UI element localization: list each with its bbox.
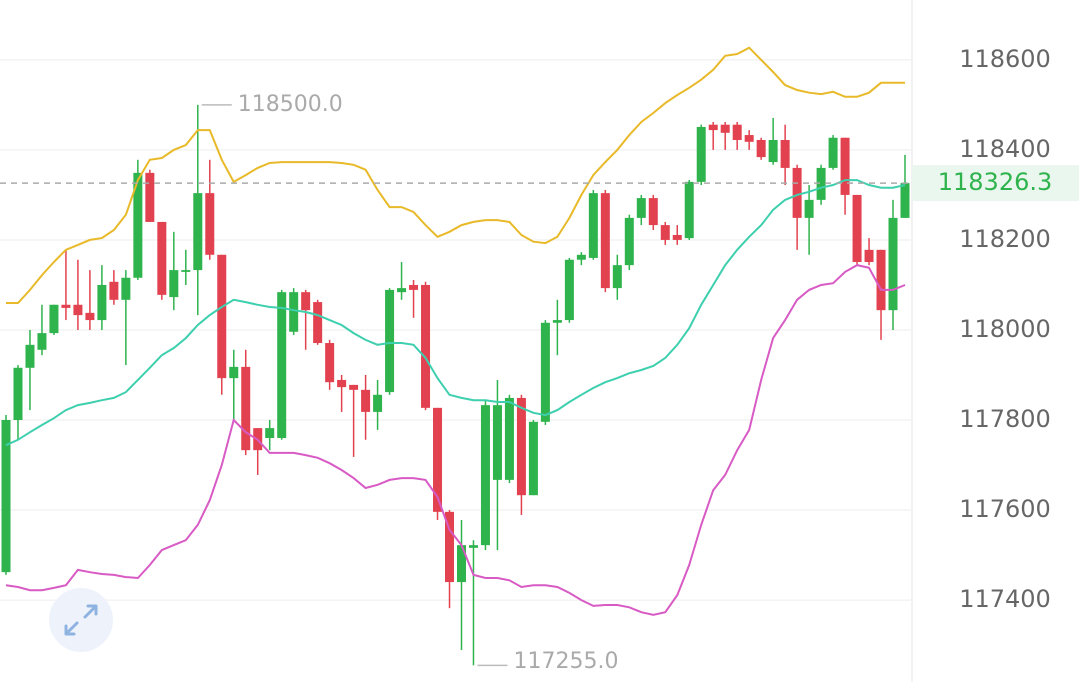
candle-body bbox=[696, 126, 706, 182]
candle-body bbox=[61, 304, 71, 308]
candle-body bbox=[385, 289, 395, 393]
candle-body bbox=[241, 366, 251, 451]
annotation-label: 118500.0 bbox=[238, 92, 343, 117]
candle-body bbox=[49, 304, 59, 334]
candle-body bbox=[720, 124, 730, 133]
candle-body bbox=[1, 420, 11, 573]
candle-body bbox=[672, 234, 682, 240]
candle-body bbox=[804, 199, 814, 218]
candle-body bbox=[445, 511, 455, 583]
y-tick-label: 117600 bbox=[959, 495, 1051, 523]
candle-body bbox=[169, 270, 179, 298]
candle-body bbox=[97, 284, 107, 321]
band-line bbox=[6, 46, 905, 304]
candle-body bbox=[468, 545, 478, 548]
y-tick-label: 118000 bbox=[959, 315, 1051, 343]
y-tick-label: 118600 bbox=[959, 45, 1051, 73]
candle-body bbox=[289, 292, 299, 332]
candle-body bbox=[229, 366, 239, 379]
candle-body bbox=[421, 284, 431, 408]
y-tick-label: 118400 bbox=[959, 135, 1051, 163]
candle-body bbox=[217, 254, 227, 379]
candle-body bbox=[480, 405, 490, 546]
candle-body bbox=[816, 167, 826, 200]
candle-body bbox=[540, 322, 550, 422]
candle-body bbox=[157, 221, 167, 295]
candle-body bbox=[349, 384, 359, 390]
candle-body bbox=[768, 140, 778, 163]
candle-body bbox=[265, 428, 275, 439]
candle-body bbox=[684, 181, 694, 239]
candle-body bbox=[73, 304, 83, 316]
candle-body bbox=[504, 397, 514, 480]
candle-body bbox=[552, 320, 562, 323]
candle-body bbox=[576, 254, 586, 260]
expand-button[interactable] bbox=[49, 588, 113, 652]
candle-body bbox=[564, 259, 574, 321]
expand-button-bg bbox=[49, 588, 113, 652]
last-price-tag bbox=[912, 165, 1079, 202]
candle-body bbox=[864, 249, 874, 262]
candle-body bbox=[109, 281, 119, 300]
last-price-label: 118326.3 bbox=[938, 168, 1053, 196]
candle-body bbox=[37, 333, 47, 350]
candle-body bbox=[852, 194, 862, 262]
candle-body bbox=[648, 198, 658, 226]
candle-body bbox=[277, 292, 287, 439]
candle-body bbox=[361, 389, 371, 412]
candle-body bbox=[85, 312, 95, 321]
candle-body bbox=[756, 140, 766, 158]
candle-body bbox=[780, 140, 790, 168]
band-line bbox=[5, 264, 906, 616]
candle-body bbox=[25, 344, 35, 368]
candle-body bbox=[600, 193, 610, 289]
candle-body bbox=[181, 270, 191, 272]
candle-body bbox=[828, 137, 838, 168]
candle-body bbox=[876, 249, 886, 311]
candle-body bbox=[612, 265, 622, 289]
candle-body bbox=[433, 407, 443, 512]
candle-body bbox=[636, 198, 646, 218]
y-tick-label: 118200 bbox=[959, 225, 1051, 253]
candle-body bbox=[409, 284, 419, 290]
candle-body bbox=[888, 217, 898, 311]
candle-body bbox=[528, 421, 538, 496]
candle-body bbox=[492, 405, 502, 480]
candle-body bbox=[193, 193, 203, 271]
candle-body bbox=[133, 172, 143, 278]
candle-body bbox=[792, 167, 802, 218]
candle-body bbox=[205, 193, 215, 255]
candle-body bbox=[900, 183, 910, 218]
band-line bbox=[5, 179, 906, 447]
candle-body bbox=[301, 292, 311, 311]
candle-body bbox=[337, 379, 347, 388]
candle-body bbox=[13, 367, 23, 421]
candle-body bbox=[145, 172, 155, 222]
candle-body bbox=[588, 193, 598, 258]
candle-body bbox=[397, 288, 407, 293]
candle-body bbox=[744, 135, 754, 142]
candle-body bbox=[121, 277, 131, 300]
candle-body bbox=[708, 124, 718, 131]
annotation-label: 117255.0 bbox=[513, 649, 618, 674]
candle-body bbox=[325, 343, 335, 383]
y-tick-label: 117800 bbox=[959, 405, 1051, 433]
candle-body bbox=[660, 225, 670, 240]
candle-body bbox=[373, 394, 383, 412]
candle-body bbox=[732, 124, 742, 141]
y-tick-label: 117400 bbox=[959, 585, 1051, 613]
candle-body bbox=[624, 217, 634, 266]
candle-body bbox=[456, 545, 466, 583]
expand-icon bbox=[64, 604, 98, 636]
candle-body bbox=[313, 302, 323, 344]
candle-body bbox=[840, 137, 850, 195]
candle-body bbox=[516, 397, 526, 496]
